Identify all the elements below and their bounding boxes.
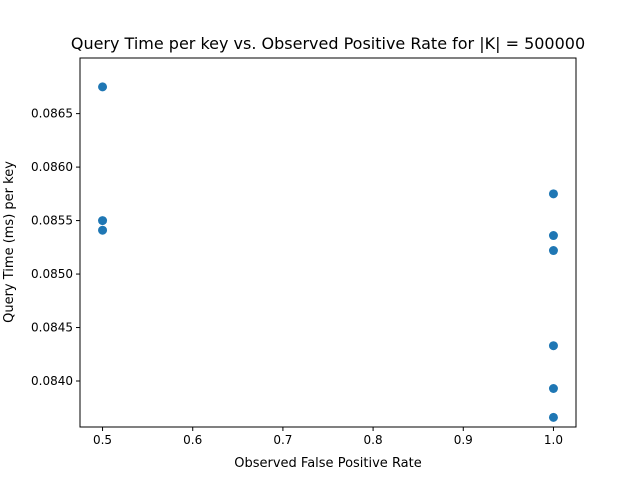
x-tick-label: 0.8 (364, 433, 383, 447)
data-point (548, 246, 558, 256)
x-tick-label: 0.9 (454, 433, 473, 447)
x-tick-label: 0.7 (273, 433, 292, 447)
y-tick-label: 0.0840 (31, 374, 73, 388)
x-axis-ticks: 0.5 0.6 0.7 0.8 0.9 1.0 (93, 427, 563, 447)
chart-title: Query Time per key vs. Observed Positive… (71, 34, 585, 53)
data-point (548, 189, 558, 199)
y-tick-label: 0.0865 (31, 107, 73, 121)
data-point (98, 225, 108, 235)
plot-area (80, 58, 576, 427)
data-point (98, 216, 108, 226)
x-tick-label: 1.0 (544, 433, 563, 447)
y-axis-ticks: 0.0840 0.0845 0.0850 0.0855 0.0860 0.0865 (31, 107, 80, 388)
y-tick-label: 0.0860 (31, 160, 73, 174)
x-tick-label: 0.6 (183, 433, 202, 447)
data-point (548, 412, 558, 422)
data-point (98, 82, 108, 92)
plot-background (80, 58, 576, 427)
data-point (548, 341, 558, 351)
data-point (548, 383, 558, 393)
y-tick-label: 0.0845 (31, 321, 73, 335)
x-axis-label: Observed False Positive Rate (234, 456, 422, 471)
x-tick-label: 0.5 (93, 433, 112, 447)
y-tick-label: 0.0850 (31, 267, 73, 281)
plot-frame (79, 57, 577, 428)
data-points (98, 82, 558, 422)
y-tick-label: 0.0855 (31, 214, 73, 228)
y-axis-label: Query Time (ms) per key (2, 161, 17, 323)
data-point (548, 231, 558, 241)
